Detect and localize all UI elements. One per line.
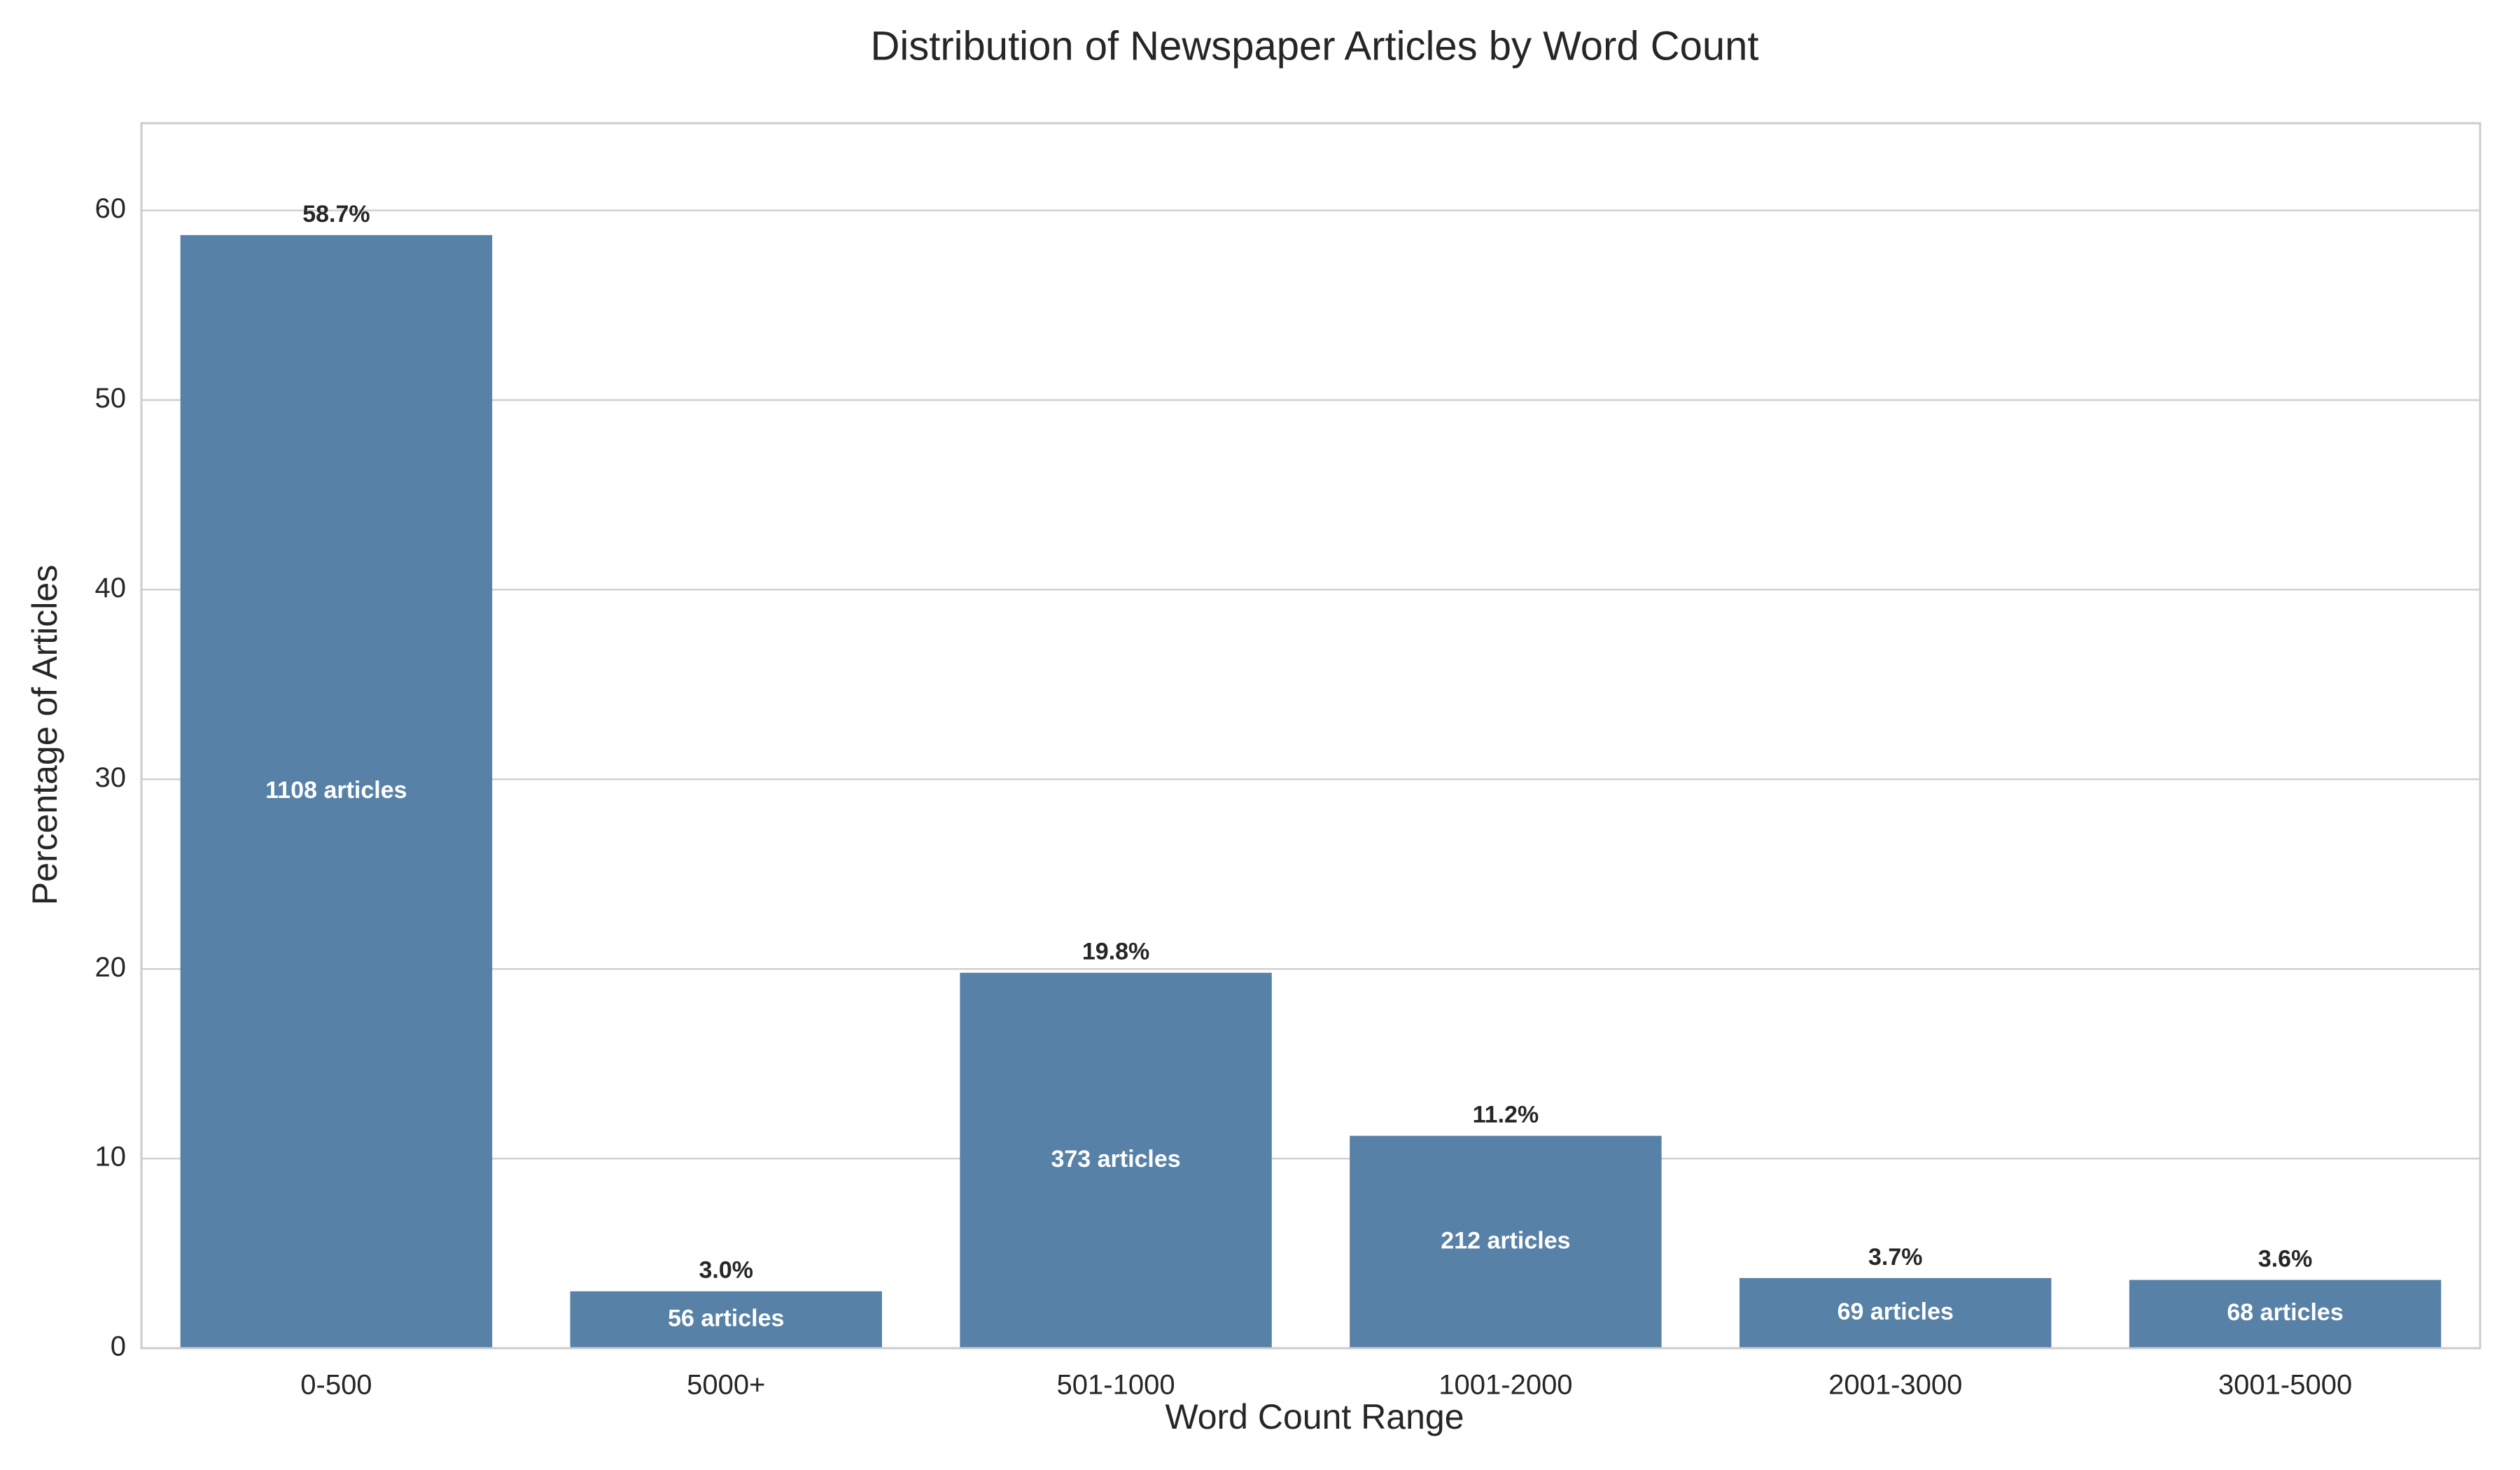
count-label: 69 articles: [1837, 1298, 1954, 1325]
count-label: 68 articles: [2227, 1299, 2343, 1326]
count-label: 373 articles: [1051, 1146, 1180, 1172]
y-tick-label: 60: [95, 193, 127, 224]
bar: [2129, 1280, 2442, 1348]
value-label: 19.8%: [1082, 939, 1149, 965]
x-tick-label: 3001-5000: [2218, 1370, 2352, 1401]
x-tick-label: 2001-3000: [1828, 1370, 1962, 1401]
x-tick-label: 0-500: [300, 1370, 372, 1401]
plot-frame: [140, 122, 2482, 1350]
bar: [1740, 1278, 2052, 1348]
value-label: 58.7%: [302, 201, 370, 227]
y-tick-label: 50: [95, 383, 127, 414]
x-tick-label: 1001-2000: [1438, 1370, 1572, 1401]
bar: [570, 1291, 882, 1348]
y-tick-label: 40: [95, 573, 127, 603]
bar: [960, 972, 1272, 1348]
value-label: 3.6%: [2258, 1245, 2313, 1272]
y-tick-label: 10: [95, 1142, 127, 1172]
count-label: 56 articles: [668, 1305, 784, 1331]
chart-title: Distribution of Newspaper Articles by Wo…: [870, 23, 1758, 69]
value-label: 3.0%: [699, 1257, 754, 1284]
value-label: 3.7%: [1868, 1244, 1923, 1270]
bar: [180, 234, 493, 1348]
x-axis-label: Word Count Range: [1165, 1397, 1464, 1436]
x-tick-label: 5000+: [687, 1370, 765, 1401]
y-tick-label: 0: [111, 1331, 126, 1362]
x-tick-label: 501-1000: [1057, 1370, 1175, 1401]
y-tick-label: 30: [95, 762, 127, 793]
count-label: 212 articles: [1441, 1227, 1570, 1254]
y-tick-label: 20: [95, 952, 127, 983]
bar: [1350, 1135, 1662, 1348]
count-label: 1108 articles: [265, 777, 407, 804]
value-label: 11.2%: [1473, 1102, 1539, 1128]
y-axis-label: Percentage of Articles: [25, 565, 64, 905]
